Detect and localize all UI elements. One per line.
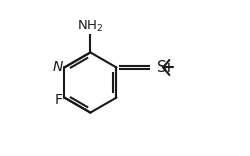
Text: N: N bbox=[52, 60, 62, 74]
Text: F: F bbox=[54, 93, 62, 107]
Text: Si: Si bbox=[157, 60, 171, 75]
Text: NH$_2$: NH$_2$ bbox=[77, 19, 104, 34]
